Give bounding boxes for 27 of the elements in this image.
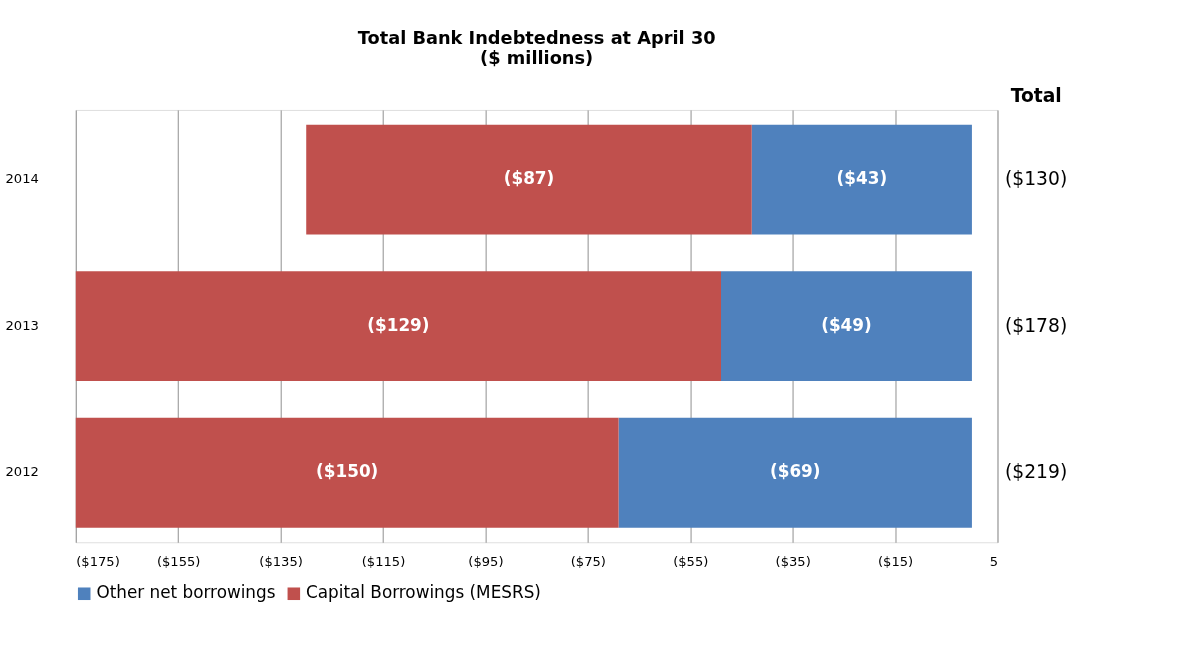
legend-label: Other net borrowings: [96, 582, 276, 603]
x-tick-label: ($115): [361, 554, 406, 570]
x-tick-label: ($35): [775, 554, 811, 570]
data-label: ($129): [367, 314, 430, 335]
x-tick-label: ($55): [673, 554, 709, 570]
chart-title: Total Bank Indebtedness at April 30: [357, 27, 716, 48]
x-tick-label: ($75): [570, 554, 606, 570]
x-tick-label: ($155): [156, 554, 201, 570]
data-label: ($150): [316, 461, 379, 482]
x-tick-label: ($15): [877, 554, 914, 570]
data-label: ($87): [503, 168, 555, 189]
total-label: ($219): [1005, 461, 1068, 483]
chart-subtitle: ($ millions): [480, 48, 594, 69]
data-label: ($49): [821, 314, 872, 335]
y-tick-label: 2012: [5, 464, 39, 480]
x-tick-label: ($95): [468, 554, 504, 570]
total-label: ($130): [1005, 168, 1068, 190]
y-tick-label: 2014: [5, 171, 39, 187]
data-label: ($43): [836, 168, 888, 189]
x-tick-label: ($175): [76, 554, 120, 570]
x-tick-label: 5: [989, 554, 998, 570]
x-tick-label: ($135): [259, 554, 303, 570]
legend-label: Capital Borrowings (MESRS): [306, 582, 541, 603]
text: Total: [1010, 84, 1062, 106]
y-tick-label: 2013: [5, 317, 39, 333]
data-label: ($69): [770, 461, 821, 482]
total-label: ($178): [1005, 314, 1068, 336]
